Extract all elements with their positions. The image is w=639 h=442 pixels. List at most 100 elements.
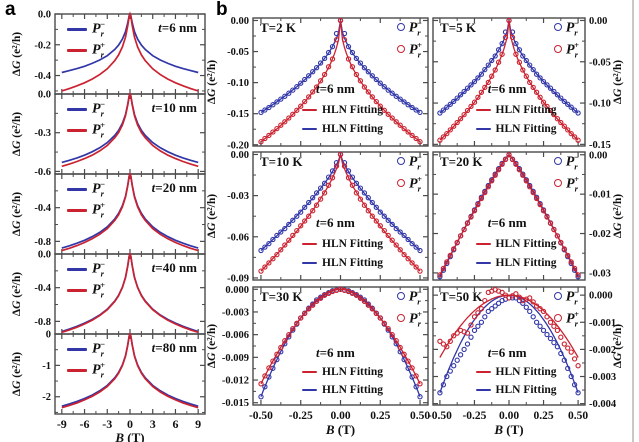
data-point <box>499 289 505 296</box>
legend-line-swatch <box>67 289 87 292</box>
data-point <box>451 363 457 369</box>
data-point <box>365 208 371 214</box>
data-point <box>544 214 550 220</box>
tick-label: 3 <box>150 417 156 431</box>
data-point <box>282 93 288 99</box>
data-point <box>561 341 567 347</box>
data-point <box>558 350 564 357</box>
tick-label: 0.00 <box>231 16 249 27</box>
series-blue-markers <box>258 151 423 254</box>
data-point <box>389 332 395 338</box>
panel-a-subplot-5: 0 -1 -2 -9 -6 -3 0 3 6 9 B (T) ΔG (e²/h) <box>11 330 206 442</box>
panel-a-subplot-4: 0.0 -0.4 -0.8 ΔG (e²/h) <box>11 250 206 335</box>
data-point <box>447 101 453 107</box>
panel-b-subplot-2K: 0.00 -0.05 -0.10 -0.15 -0.20 ΔG (e²/h) <box>206 16 429 151</box>
data-point <box>444 130 450 137</box>
data-point <box>551 226 557 233</box>
data-point <box>575 110 581 116</box>
data-point <box>298 315 304 321</box>
data-point <box>457 233 464 239</box>
panel-a-legend-pr-minus: Pr− <box>67 259 105 279</box>
legend-line-swatch <box>302 262 317 265</box>
tick-label: 0.25 <box>370 410 390 422</box>
tick-label: -0.2 <box>34 40 51 51</box>
panel-b-legend-pr-minus: Pr− <box>396 18 422 38</box>
data-point <box>397 229 403 235</box>
data-point <box>389 90 395 96</box>
panel-letter-a: a <box>5 0 16 20</box>
legend-circle-marker <box>397 313 405 322</box>
data-point <box>357 185 364 191</box>
data-point <box>554 344 561 350</box>
panel-b-subplot-50K: 0.000 -0.001 -0.002 -0.003 -0.004 -0.50 -0.25 0… <box>428 286 624 437</box>
data-point <box>397 344 403 351</box>
data-point <box>258 139 264 145</box>
data-point <box>270 358 276 364</box>
data-point <box>313 84 320 90</box>
tick-label: -0.50 <box>249 410 273 422</box>
panel-b-legend-pr-plus: Pr+ <box>397 174 422 194</box>
data-point <box>353 55 360 62</box>
data-point <box>513 161 519 167</box>
tick-label: -0.20 <box>227 140 249 151</box>
data-point <box>489 57 495 64</box>
data-point <box>262 244 268 250</box>
data-point <box>485 79 491 86</box>
data-point <box>306 94 312 100</box>
data-point <box>262 264 268 270</box>
data-point <box>278 96 284 102</box>
data-point <box>489 178 495 184</box>
data-point <box>437 390 443 396</box>
data-point <box>527 79 533 86</box>
data-point <box>464 107 471 114</box>
panel-b-yaxis-title-left: ΔG (e²/h) <box>206 194 218 238</box>
fit-red-line <box>439 294 579 358</box>
data-point <box>417 139 423 145</box>
legend-circle-marker <box>554 313 562 322</box>
data-point <box>475 201 481 208</box>
tick-label: -0.8 <box>34 237 51 248</box>
data-point <box>523 304 529 310</box>
data-point <box>266 260 272 266</box>
data-point <box>537 201 543 208</box>
data-point <box>385 232 391 239</box>
legend-line-swatch <box>475 243 491 246</box>
panel-b-legend-pr-minus: Pr− <box>553 287 579 307</box>
data-point <box>389 237 395 243</box>
data-point <box>461 88 467 95</box>
data-point <box>513 51 519 57</box>
data-point <box>499 51 505 57</box>
data-point <box>461 346 467 353</box>
data-point <box>413 384 419 390</box>
data-point <box>544 103 550 110</box>
data-point <box>381 84 387 90</box>
tick-label: -0.002 <box>589 345 616 356</box>
data-point <box>454 330 460 336</box>
data-point <box>565 345 571 351</box>
data-point <box>274 232 280 239</box>
panel-a-thickness-label: t=80 nm <box>151 340 197 355</box>
data-point <box>286 332 292 338</box>
legend-line-swatch <box>302 371 317 374</box>
data-point <box>393 338 399 344</box>
data-point <box>317 185 324 191</box>
data-point <box>409 132 415 139</box>
data-point <box>540 99 547 105</box>
tick-label: -0.05 <box>227 47 249 58</box>
data-point <box>329 43 336 50</box>
data-point <box>417 394 423 400</box>
tick-label: 0.00 <box>499 410 519 422</box>
data-point <box>278 122 284 128</box>
data-point <box>551 111 557 118</box>
data-point <box>575 363 581 369</box>
data-point <box>345 56 352 62</box>
data-point <box>294 107 300 113</box>
data-point <box>413 107 419 113</box>
data-point <box>317 78 324 84</box>
data-point <box>468 334 474 340</box>
data-point <box>447 252 453 259</box>
data-point <box>266 104 272 111</box>
data-point <box>417 109 423 116</box>
data-point <box>568 349 574 355</box>
panel-a-thickness-label: t=20 nm <box>151 180 197 195</box>
